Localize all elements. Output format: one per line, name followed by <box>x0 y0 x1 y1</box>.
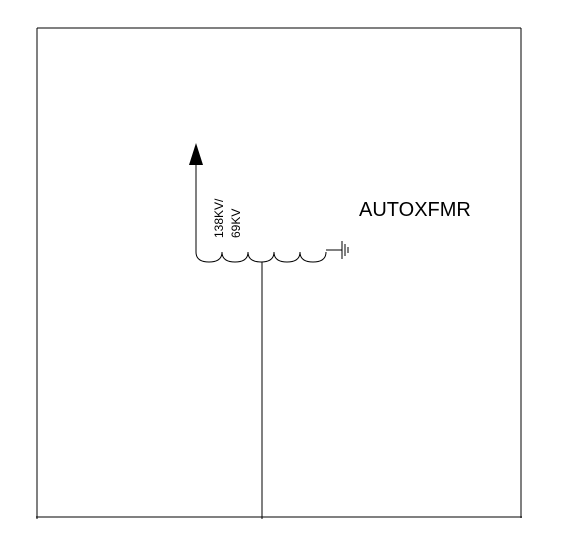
ground-icon <box>341 241 349 259</box>
voltage-label-primary: 138KV/ <box>212 198 226 238</box>
diagram-title: AUTOXFMR <box>359 199 471 221</box>
transformer-winding-coil <box>195 251 327 263</box>
voltage-label-secondary: 69KV <box>229 209 243 238</box>
arrow-up-icon <box>189 143 203 165</box>
